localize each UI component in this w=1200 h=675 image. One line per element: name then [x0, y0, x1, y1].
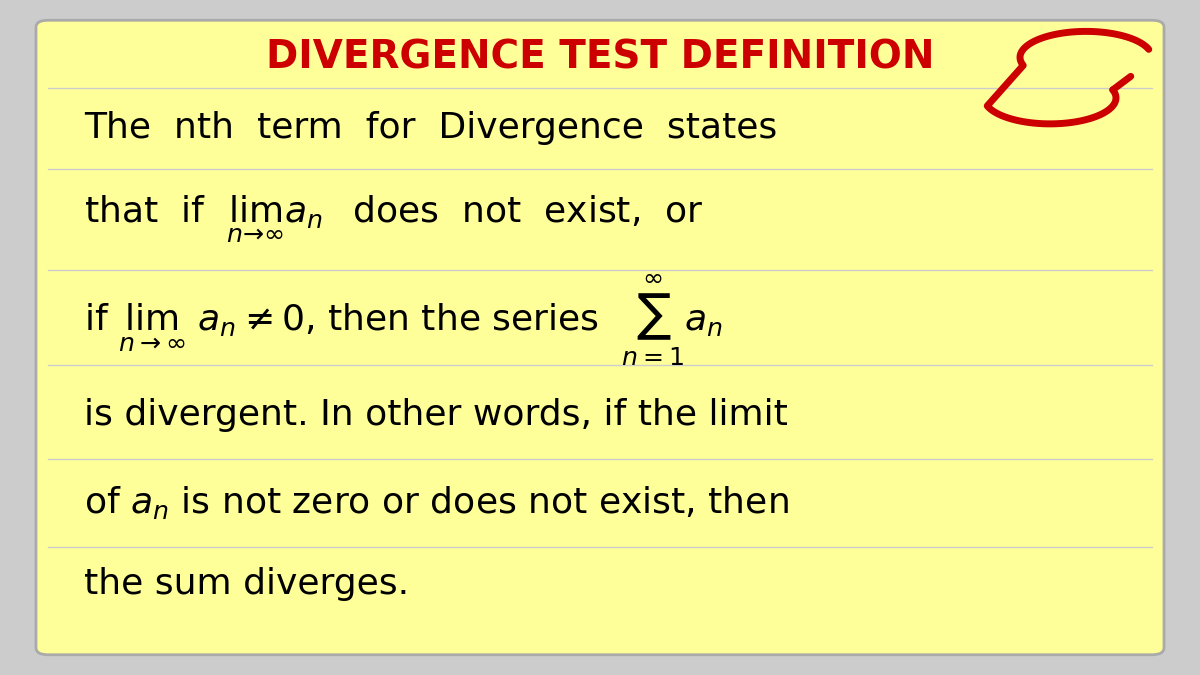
Text: The  nth  term  for  Divergence  states: The nth term for Divergence states: [84, 111, 778, 145]
Text: the sum diverges.: the sum diverges.: [84, 567, 409, 601]
Text: DIVERGENCE TEST DEFINITION: DIVERGENCE TEST DEFINITION: [265, 38, 935, 76]
Text: of $a_n$ is not zero or does not exist, then: of $a_n$ is not zero or does not exist, …: [84, 485, 788, 521]
FancyBboxPatch shape: [36, 20, 1164, 655]
Text: if $\underset{n \to \infty}{\lim}$ $a_n \neq 0$, then the series  $\sum_{n=1}^{\: if $\underset{n \to \infty}{\lim}$ $a_n …: [84, 273, 724, 369]
Text: is divergent. In other words, if the limit: is divergent. In other words, if the lim…: [84, 398, 788, 432]
Text: that  if  $\lim_{n \to \infty} a_n$  does  not  exist,  or: that if $\lim_{n \to \infty} a_n$ does n…: [84, 194, 703, 245]
